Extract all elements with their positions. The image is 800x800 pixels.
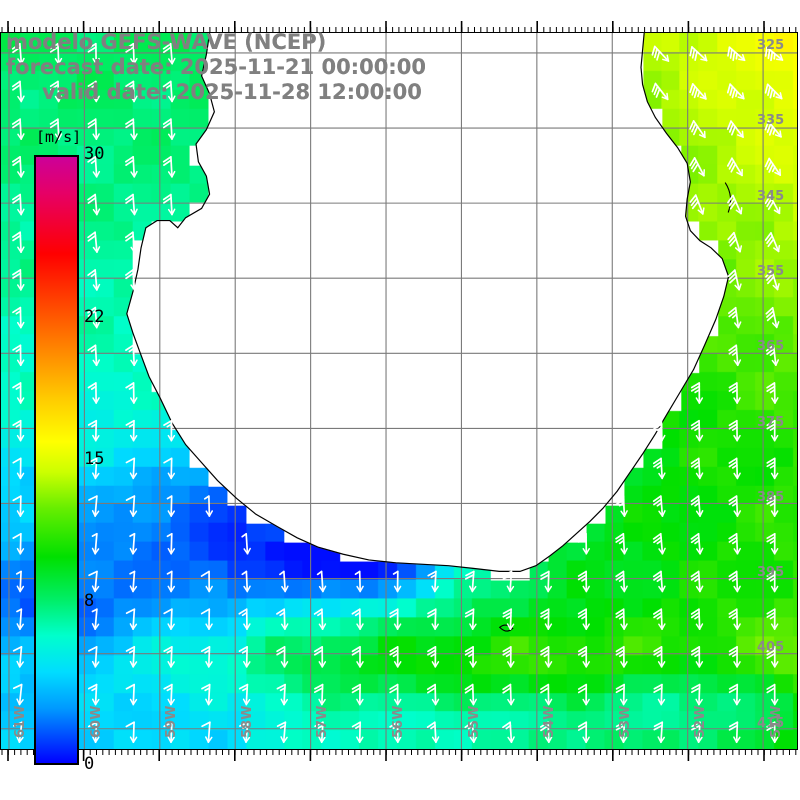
x-axis-label-55W: 55W <box>466 705 482 738</box>
y-axis-label-395: 395 <box>757 565 785 581</box>
x-axis-label-54W: 54W <box>542 705 558 738</box>
colorbar-gradient <box>34 155 79 765</box>
x-axis-label-53W: 53W <box>617 705 633 738</box>
colorbar-unit-label: [m/s] <box>36 128 82 146</box>
x-axis-label-52W: 52W <box>693 705 709 738</box>
y-axis-label-355: 355 <box>757 263 785 279</box>
y-axis-label-415: 415 <box>757 715 785 731</box>
colorbar-tick-8: 8 <box>84 591 95 612</box>
y-axis-label-345: 345 <box>757 188 785 204</box>
y-axis-label-375: 375 <box>757 414 785 430</box>
x-axis-label-60W: 60W <box>88 705 104 738</box>
map-plot-area <box>0 32 798 750</box>
x-axis-label-56W: 56W <box>391 705 406 738</box>
x-axis-label-61W: 61W <box>13 705 28 738</box>
colorbar-tick-22: 22 <box>84 306 105 327</box>
y-axis-label-405: 405 <box>757 640 785 656</box>
x-axis-label-58W: 58W <box>239 705 255 738</box>
x-axis-label-57W: 57W <box>315 705 331 738</box>
top-tick-ruler <box>0 18 800 32</box>
colorbar: [m/s] 30 22 15 8 0 <box>34 128 104 774</box>
wind-barbs <box>11 42 784 744</box>
y-axis-label-335: 335 <box>757 113 785 129</box>
y-axis-label-365: 365 <box>757 339 785 355</box>
colorbar-tick-30: 30 <box>84 144 105 164</box>
x-axis-label-59W: 59W <box>164 705 180 738</box>
y-axis-label-325: 325 <box>757 38 785 53</box>
y-axis-label-385: 385 <box>757 489 785 505</box>
bottom-tick-ruler <box>0 750 800 764</box>
colorbar-tick-0: 0 <box>84 754 95 774</box>
coastline <box>126 33 732 632</box>
colorbar-tick-15: 15 <box>84 449 105 469</box>
